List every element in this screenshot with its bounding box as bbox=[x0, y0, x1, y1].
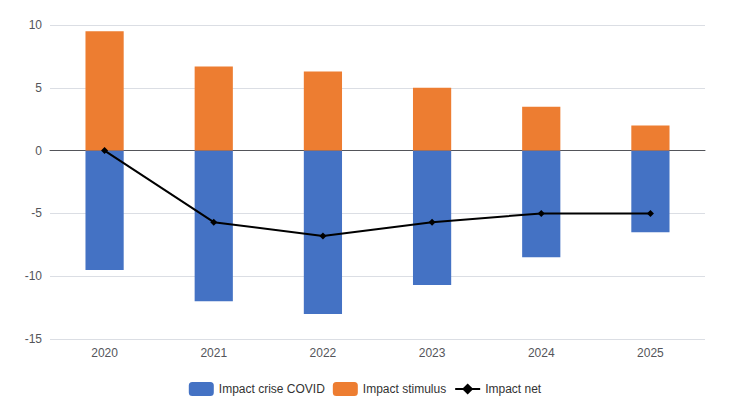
svg-text:2020: 2020 bbox=[91, 346, 118, 360]
svg-text:Impact crise COVID: Impact crise COVID bbox=[219, 382, 325, 396]
svg-text:Impact stimulus: Impact stimulus bbox=[363, 382, 446, 396]
svg-text:2021: 2021 bbox=[200, 346, 227, 360]
svg-text:Impact net: Impact net bbox=[485, 382, 542, 396]
svg-text:-15: -15 bbox=[25, 332, 43, 346]
svg-text:2024: 2024 bbox=[528, 346, 555, 360]
svg-text:5: 5 bbox=[35, 81, 42, 95]
svg-text:-5: -5 bbox=[31, 206, 42, 220]
svg-text:0: 0 bbox=[35, 144, 42, 158]
svg-text:2025: 2025 bbox=[637, 346, 664, 360]
svg-text:2022: 2022 bbox=[310, 346, 337, 360]
svg-text:-10: -10 bbox=[25, 269, 43, 283]
svg-text:10: 10 bbox=[29, 18, 43, 32]
svg-text:2023: 2023 bbox=[419, 346, 446, 360]
